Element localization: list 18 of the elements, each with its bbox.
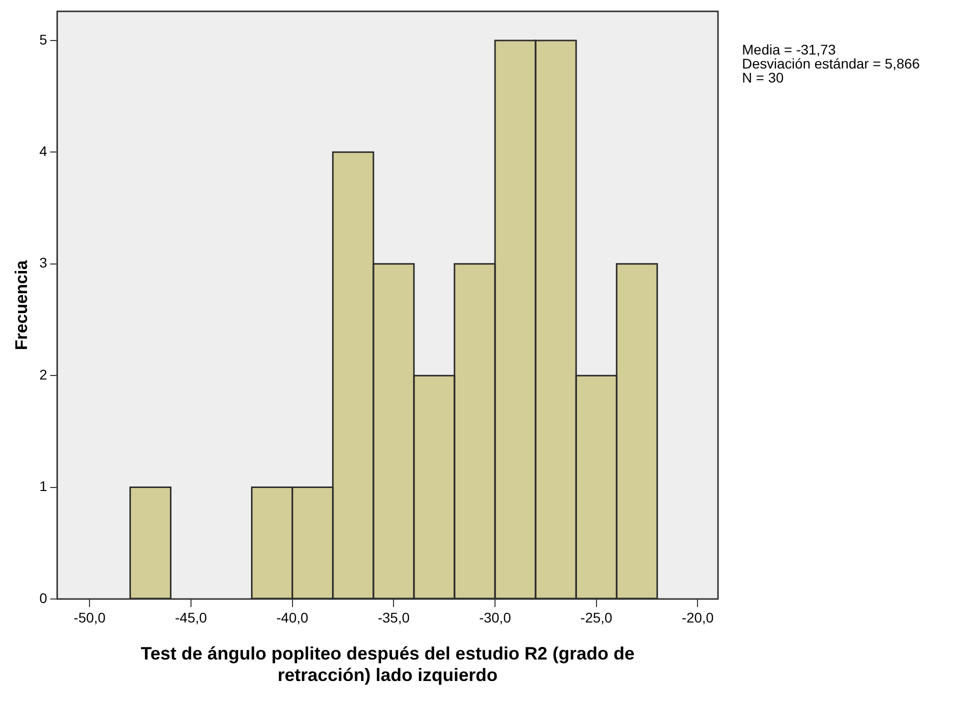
y-tick-label: 3	[39, 254, 48, 271]
x-tick-label: -35,0	[378, 609, 410, 626]
y-tick-label: 2	[39, 366, 48, 382]
text: N = 30	[742, 69, 784, 86]
y-axis-title: Frecuencia	[12, 260, 31, 350]
x-tick-label: -40,0	[276, 609, 308, 626]
x-tick-label: -45,0	[175, 609, 208, 626]
y-tick-label: 4	[39, 143, 48, 160]
x-tick-label: -25,0	[580, 609, 613, 626]
x-axis-title: Test de ángulo popliteo después del estudio R2 (grado de retracción) lado izquierdo	[140, 644, 634, 686]
text: Media = -31,73	[742, 41, 836, 58]
y-tick-label: 5	[39, 31, 48, 48]
x-tick-label: -30,0	[479, 609, 512, 626]
x-tick-label: -20,0	[682, 609, 714, 626]
x-tick-label: -50,0	[74, 609, 106, 626]
text: Desviación estándar = 5,866	[742, 55, 920, 72]
y-tick-label: 1	[39, 478, 48, 494]
y-tick-label: 0	[39, 590, 48, 606]
